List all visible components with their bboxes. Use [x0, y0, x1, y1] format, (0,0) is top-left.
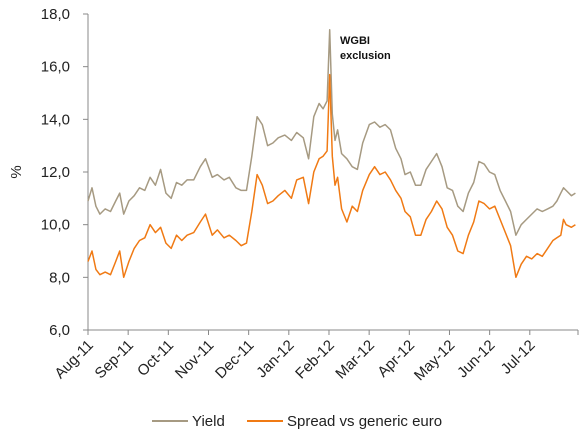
series-line-spread [87, 73, 576, 279]
y-tick-label: 6,0 [49, 322, 70, 339]
legend: Yield Spread vs generic euro [152, 413, 442, 430]
y-axis-label: % [8, 165, 25, 178]
series-line-yield [87, 29, 576, 236]
y-axis: 6,0 8,0 10,0 12,0 14,0 16,0 18,0 [41, 6, 89, 339]
y-tick-label: 16,0 [41, 59, 70, 76]
y-tick-label: 8,0 [49, 269, 70, 286]
x-tick-label: Jan-12 [253, 337, 297, 381]
x-tick-label: Sep-11 [92, 337, 137, 382]
x-tick-label: Aug-11 [51, 337, 96, 382]
x-tick-label: Jun-12 [454, 337, 498, 381]
x-tick-label: Mar-12 [332, 337, 378, 383]
x-tick-label: Feb-12 [292, 337, 338, 383]
x-tick-label: Dec-11 [212, 337, 257, 382]
legend-label-spread: Spread vs generic euro [287, 413, 442, 430]
series-layer [87, 29, 576, 279]
annotation-line-1: WGBI [340, 35, 370, 47]
y-tick-label: 18,0 [41, 6, 70, 23]
y-tick-label: 14,0 [41, 111, 70, 128]
x-tick-label: May-12 [411, 337, 458, 384]
annotation-line-2: exclusion [340, 50, 391, 62]
y-tick-label: 12,0 [41, 164, 70, 181]
y-tick-label: 10,0 [41, 217, 70, 234]
x-axis: Aug-11Sep-11Oct-11Nov-11Dec-11Jan-12Feb-… [51, 329, 579, 384]
legend-label-yield: Yield [192, 413, 225, 430]
x-tick-label: Jul-12 [498, 337, 539, 378]
x-tick-label: Oct-11 [134, 337, 177, 380]
annotation: WGBI exclusion [340, 35, 391, 62]
x-tick-label: Nov-11 [172, 337, 217, 382]
